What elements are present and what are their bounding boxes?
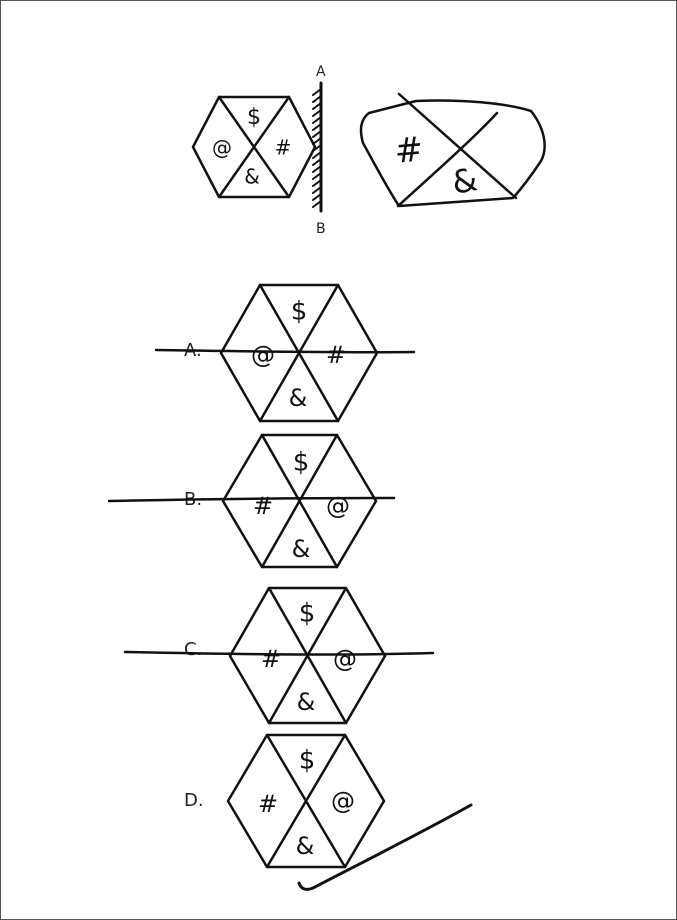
sketch-bottom-symbol: & (449, 160, 480, 202)
original-bottom-symbol: & (244, 165, 260, 189)
option-a-strike (154, 348, 416, 354)
option-d-label: D. (184, 790, 204, 811)
option-c-bottom-symbol: & (297, 688, 316, 716)
original-top-symbol: $ (247, 105, 261, 130)
option-d-left-symbol: # (258, 790, 278, 818)
option-c-right-symbol: @ (333, 645, 357, 673)
option-a-bottom-symbol: & (289, 384, 308, 412)
option-b[interactable]: B. $ # @ & (107, 433, 396, 569)
option-b-strike (107, 496, 396, 503)
option-c[interactable]: C. $ # @ & (123, 586, 435, 725)
option-b-top-symbol: $ (293, 448, 310, 478)
option-a-left-symbol: @ (251, 341, 275, 369)
original-hexagon: $ @ # & (191, 95, 317, 199)
mirror: A B (312, 64, 326, 237)
mirror-top-label: A (316, 64, 326, 80)
option-b-left-symbol: # (253, 492, 273, 520)
original-right-symbol: # (275, 136, 292, 160)
option-d-right-symbol: @ (331, 787, 355, 815)
option-a[interactable]: A. $ @ # & (154, 283, 416, 423)
mirror-bottom-label: B (316, 221, 326, 237)
option-c-strike (123, 650, 435, 656)
original-left-symbol: @ (212, 136, 232, 160)
hand-sketch: # & (359, 92, 546, 208)
answer-checkmark (297, 803, 473, 891)
option-b-right-symbol: @ (326, 492, 350, 520)
option-a-right-symbol: # (326, 341, 346, 369)
option-a-top-symbol: $ (291, 297, 308, 327)
sketch-left-symbol: # (393, 129, 425, 171)
option-c-left-symbol: # (261, 645, 281, 673)
option-b-bottom-symbol: & (292, 535, 311, 563)
option-d[interactable]: D. $ # @ & (184, 733, 473, 891)
option-d-top-symbol: $ (299, 746, 316, 776)
option-c-top-symbol: $ (299, 599, 316, 629)
option-c-label: C. (184, 639, 202, 660)
option-d-bottom-symbol: & (296, 832, 315, 860)
